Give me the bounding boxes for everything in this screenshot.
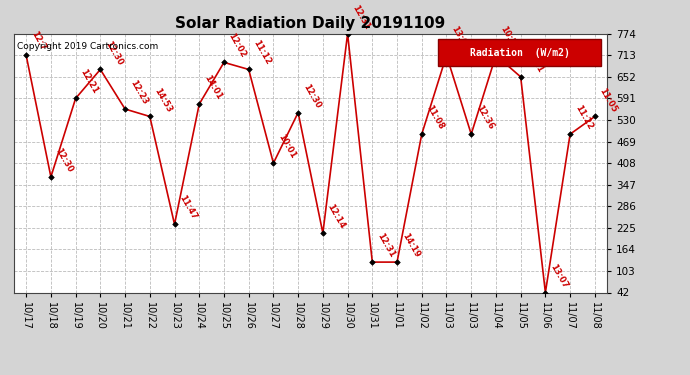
Point: [243, 66, 254, 72]
Text: 11:08: 11:08: [424, 104, 446, 131]
Point: [589, 114, 600, 120]
Text: 12:14: 12:14: [326, 202, 347, 230]
Text: 13:02: 13:02: [449, 25, 471, 52]
Text: 11:47: 11:47: [177, 194, 199, 222]
Point: [564, 131, 575, 137]
Text: 11:22: 11:22: [573, 104, 594, 131]
Text: 12:02: 12:02: [227, 32, 248, 60]
Text: 12:7: 12:7: [29, 30, 47, 52]
Text: 11:05: 11:05: [598, 86, 619, 114]
Text: 12:31: 12:31: [375, 232, 396, 260]
Point: [119, 106, 130, 112]
Text: 10:53: 10:53: [499, 25, 520, 52]
Text: 11:12: 11:12: [251, 39, 273, 67]
Point: [466, 131, 477, 137]
Text: 12:21: 12:21: [79, 68, 99, 96]
Point: [46, 174, 57, 180]
Text: 12:36: 12:36: [474, 104, 495, 131]
FancyBboxPatch shape: [438, 39, 601, 66]
Point: [21, 53, 32, 58]
Point: [95, 66, 106, 72]
Point: [169, 221, 180, 227]
Text: 10:01: 10:01: [276, 133, 297, 160]
Point: [441, 53, 452, 58]
Point: [70, 96, 81, 102]
Point: [219, 59, 230, 65]
Point: [515, 74, 526, 80]
Point: [416, 131, 427, 137]
Text: 12:23: 12:23: [128, 79, 149, 106]
Point: [391, 259, 402, 265]
Text: 13:07: 13:07: [548, 262, 569, 290]
Point: [293, 110, 304, 116]
Text: 14:01: 14:01: [202, 74, 223, 101]
Point: [144, 114, 155, 120]
Text: 12:30: 12:30: [54, 147, 75, 174]
Text: 12:31: 12:31: [351, 3, 371, 31]
Point: [540, 290, 551, 296]
Point: [367, 259, 378, 265]
Point: [268, 160, 279, 166]
Text: 12:30: 12:30: [103, 39, 124, 67]
Text: Copyright 2019 Cartronics.com: Copyright 2019 Cartronics.com: [17, 42, 158, 51]
Text: 14:19: 14:19: [400, 232, 421, 260]
Point: [342, 31, 353, 37]
Point: [491, 53, 502, 58]
Point: [317, 230, 328, 236]
Text: 11:11: 11:11: [524, 46, 544, 74]
Point: [194, 101, 205, 107]
Text: Radiation  (W/m2): Radiation (W/m2): [470, 48, 570, 57]
Title: Solar Radiation Daily 20191109: Solar Radiation Daily 20191109: [175, 16, 446, 31]
Text: 12:30: 12:30: [301, 82, 322, 110]
Text: 14:53: 14:53: [152, 86, 174, 114]
